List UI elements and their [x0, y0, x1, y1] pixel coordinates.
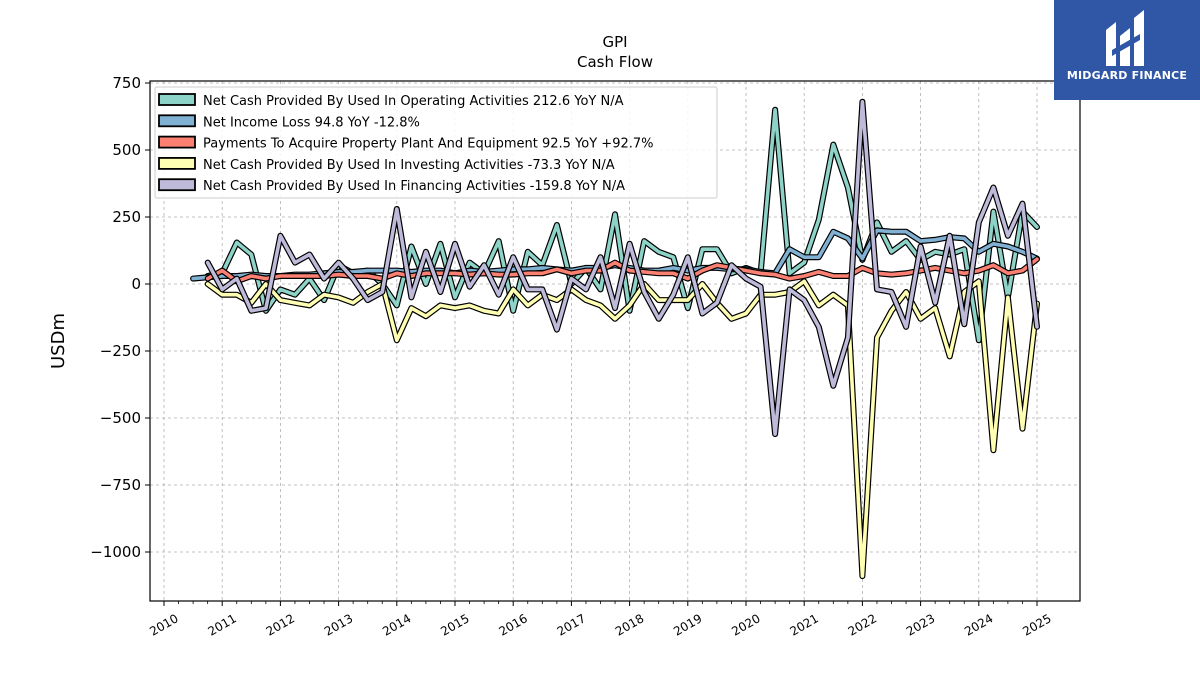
x-tick-label: 2018 [613, 611, 646, 638]
chart-subtitle: Cash Flow [577, 53, 653, 71]
y-tick-label: 250 [112, 208, 141, 226]
y-tick-label: 0 [131, 275, 141, 293]
legend-label: Net Income Loss 94.8 YoY -12.8% [203, 115, 420, 130]
brand-name: MIDGARD FINANCE [1066, 69, 1188, 82]
legend-label: Payments To Acquire Property Plant And E… [203, 137, 654, 152]
x-tick-label: 2015 [438, 611, 471, 638]
x-tick-label: 2016 [496, 611, 529, 638]
x-tick-label: 2024 [962, 611, 995, 638]
legend: Net Cash Provided By Used In Operating A… [154, 86, 718, 199]
legend-swatch [158, 135, 196, 149]
legend-box [154, 86, 718, 199]
x-tick-label: 2013 [322, 611, 355, 638]
y-tick-label: −1000 [90, 543, 141, 561]
y-tick-label: 500 [112, 141, 141, 159]
legend-label: Net Cash Provided By Used In Operating A… [203, 94, 624, 109]
legend-label: Net Cash Provided By Used In Financing A… [203, 179, 625, 194]
legend-swatch [158, 93, 196, 106]
x-tick-label: 2025 [1020, 611, 1053, 638]
legend-label: Net Cash Provided By Used In Investing A… [203, 158, 615, 173]
x-tick-label: 2020 [729, 611, 762, 638]
y-tick-label: −250 [100, 342, 141, 360]
y-tick-label: −500 [100, 409, 141, 427]
y-tick-label: 750 [112, 74, 141, 92]
x-tick-label: 2023 [904, 611, 937, 638]
x-tick-label: 2011 [205, 611, 238, 638]
series-line-3 [205, 279, 1039, 578]
series-outline-3 [204, 278, 1040, 580]
y-tick-label: −750 [100, 476, 141, 494]
legend-swatch [158, 178, 196, 192]
x-tick-label: 2017 [555, 611, 588, 638]
x-tick-label: 2019 [671, 611, 704, 638]
x-tick-label: 2012 [264, 611, 297, 638]
series-line-4 [205, 100, 1039, 436]
y-axis-label: USDm [48, 313, 69, 369]
brand-mark-icon [1106, 10, 1144, 66]
x-tick-label: 2010 [147, 611, 180, 638]
series-lines [190, 98, 1040, 580]
x-tick-label: 2022 [846, 611, 879, 638]
brand-logo: MIDGARD FINANCE [1054, 0, 1200, 100]
x-tick-label: 2014 [380, 611, 413, 638]
legend-swatch [158, 114, 196, 128]
chart-title: GPI [602, 33, 627, 51]
x-tick-label: 2021 [787, 611, 820, 638]
legend-swatch [158, 156, 196, 170]
